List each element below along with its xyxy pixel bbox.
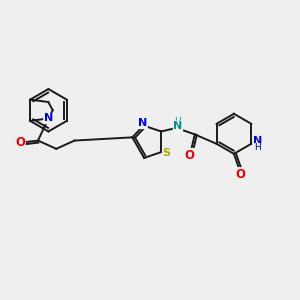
Text: N: N (253, 136, 262, 146)
Text: O: O (236, 168, 246, 181)
Text: H: H (175, 117, 181, 126)
Text: N: N (44, 113, 53, 124)
Text: H: H (254, 143, 261, 152)
Text: O: O (15, 136, 25, 148)
Text: N: N (173, 121, 183, 131)
Text: O: O (185, 148, 195, 161)
Text: N: N (138, 118, 147, 128)
Text: S: S (163, 148, 170, 158)
